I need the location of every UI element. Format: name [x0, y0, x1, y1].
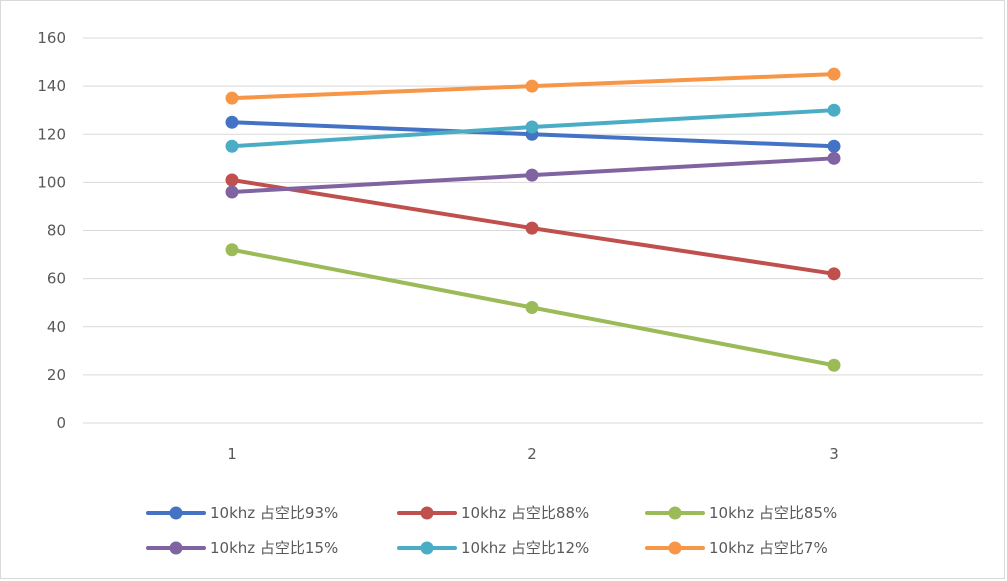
y-tick-label: 0 — [56, 414, 66, 432]
data-point — [225, 139, 239, 153]
data-point — [225, 185, 239, 199]
legend-label: 10khz 占空比7% — [709, 539, 828, 557]
legend-item: 10khz 占空比12% — [397, 539, 589, 557]
legend-item: 10khz 占空比7% — [645, 539, 828, 557]
y-tick-label: 120 — [37, 125, 66, 143]
legend-item: 10khz 占空比85% — [645, 504, 837, 522]
data-point — [525, 301, 539, 314]
legend-dot-marker — [668, 541, 682, 555]
legend-dot-marker — [169, 541, 183, 555]
data-point — [225, 243, 239, 257]
legend: 10khz 占空比93% 10khz 占空比88% 10khz 占空比85% 10kh… — [146, 504, 837, 557]
legend-dot-marker — [420, 541, 434, 555]
y-tick-label: 140 — [37, 77, 66, 95]
data-point — [225, 173, 239, 187]
legend-dot-marker — [169, 506, 183, 520]
data-point — [525, 168, 539, 182]
y-tick-label: 160 — [37, 29, 66, 47]
legend-label: 10khz 占空比12% — [461, 539, 589, 557]
gridlines — [83, 37, 983, 424]
x-tick-label: 1 — [227, 445, 237, 463]
legend-label: 10khz 占空比85% — [709, 504, 837, 522]
data-point — [827, 67, 841, 81]
data-point — [525, 79, 539, 93]
legend-item: 10khz 占空比88% — [397, 504, 589, 522]
data-point — [525, 221, 539, 235]
data-point — [827, 103, 841, 117]
y-tick-label: 60 — [47, 270, 66, 288]
y-tick-label: 40 — [47, 318, 66, 336]
series-lines — [225, 67, 841, 372]
y-tick-label: 80 — [47, 222, 66, 240]
data-point — [827, 151, 841, 165]
data-point — [827, 358, 841, 372]
series-group — [225, 67, 841, 105]
legend-label: 10khz 占空比93% — [210, 504, 338, 522]
y-tick-label: 20 — [47, 366, 66, 384]
x-tick-label: 2 — [527, 445, 537, 463]
data-point — [225, 115, 239, 129]
legend-dot-marker — [668, 506, 682, 520]
legend-label: 10khz 占空比88% — [461, 504, 589, 522]
x-axis-ticks: 1 2 3 — [227, 445, 839, 463]
x-tick-label: 3 — [829, 445, 839, 463]
series-group — [225, 243, 841, 372]
data-point — [827, 267, 841, 281]
series-group — [225, 173, 841, 281]
legend-dot-marker — [420, 506, 434, 520]
series-group — [225, 103, 841, 153]
data-point — [827, 139, 841, 153]
data-point — [525, 120, 539, 134]
legend-label: 10khz 占空比15% — [210, 539, 338, 557]
y-tick-label: 100 — [37, 173, 66, 191]
y-axis-ticks: 0 20 40 60 80 100 120 140 160 — [37, 29, 66, 432]
series-group — [225, 151, 841, 199]
legend-item: 10khz 占空比93% — [146, 504, 338, 522]
legend-item: 10khz 占空比15% — [146, 539, 338, 557]
data-point — [225, 91, 239, 105]
